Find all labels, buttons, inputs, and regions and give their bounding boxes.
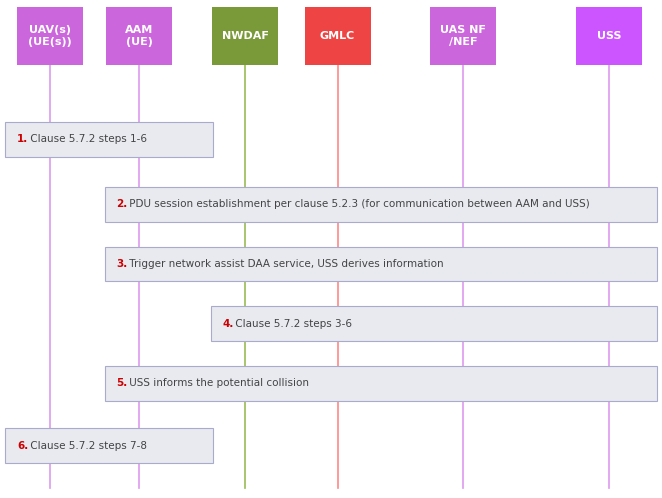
Text: UAS NF
/NEF: UAS NF /NEF	[440, 25, 487, 47]
Text: Clause 5.7.2 steps 1-6: Clause 5.7.2 steps 1-6	[27, 134, 147, 144]
FancyBboxPatch shape	[212, 7, 278, 65]
Text: 2.: 2.	[117, 199, 128, 209]
FancyBboxPatch shape	[106, 7, 172, 65]
Text: 6.: 6.	[17, 441, 28, 451]
FancyBboxPatch shape	[17, 7, 83, 65]
Text: Clause 5.7.2 steps 7-8: Clause 5.7.2 steps 7-8	[27, 441, 147, 451]
Text: AAM
(UE): AAM (UE)	[125, 25, 153, 47]
Text: NWDAF: NWDAF	[222, 31, 268, 41]
Text: PDU session establishment per clause 5.2.3 (for communication between AAM and US: PDU session establishment per clause 5.2…	[126, 199, 591, 209]
Text: USS informs the potential collision: USS informs the potential collision	[126, 378, 309, 388]
Text: Clause 5.7.2 steps 3-6: Clause 5.7.2 steps 3-6	[232, 319, 352, 329]
FancyBboxPatch shape	[5, 428, 213, 463]
FancyBboxPatch shape	[211, 306, 657, 341]
Text: 1.: 1.	[17, 134, 28, 144]
Text: GMLC: GMLC	[320, 31, 355, 41]
FancyBboxPatch shape	[305, 7, 371, 65]
Text: 5.: 5.	[117, 378, 128, 388]
FancyBboxPatch shape	[105, 247, 657, 281]
FancyBboxPatch shape	[105, 366, 657, 401]
FancyBboxPatch shape	[5, 122, 213, 157]
Text: Trigger network assist DAA service, USS derives information: Trigger network assist DAA service, USS …	[126, 259, 444, 269]
Text: 4.: 4.	[222, 319, 234, 329]
FancyBboxPatch shape	[576, 7, 642, 65]
Text: USS: USS	[596, 31, 622, 41]
FancyBboxPatch shape	[430, 7, 496, 65]
FancyBboxPatch shape	[105, 187, 657, 222]
Text: 3.: 3.	[117, 259, 128, 269]
Text: UAV(s)
(UE(s)): UAV(s) (UE(s))	[28, 25, 71, 47]
